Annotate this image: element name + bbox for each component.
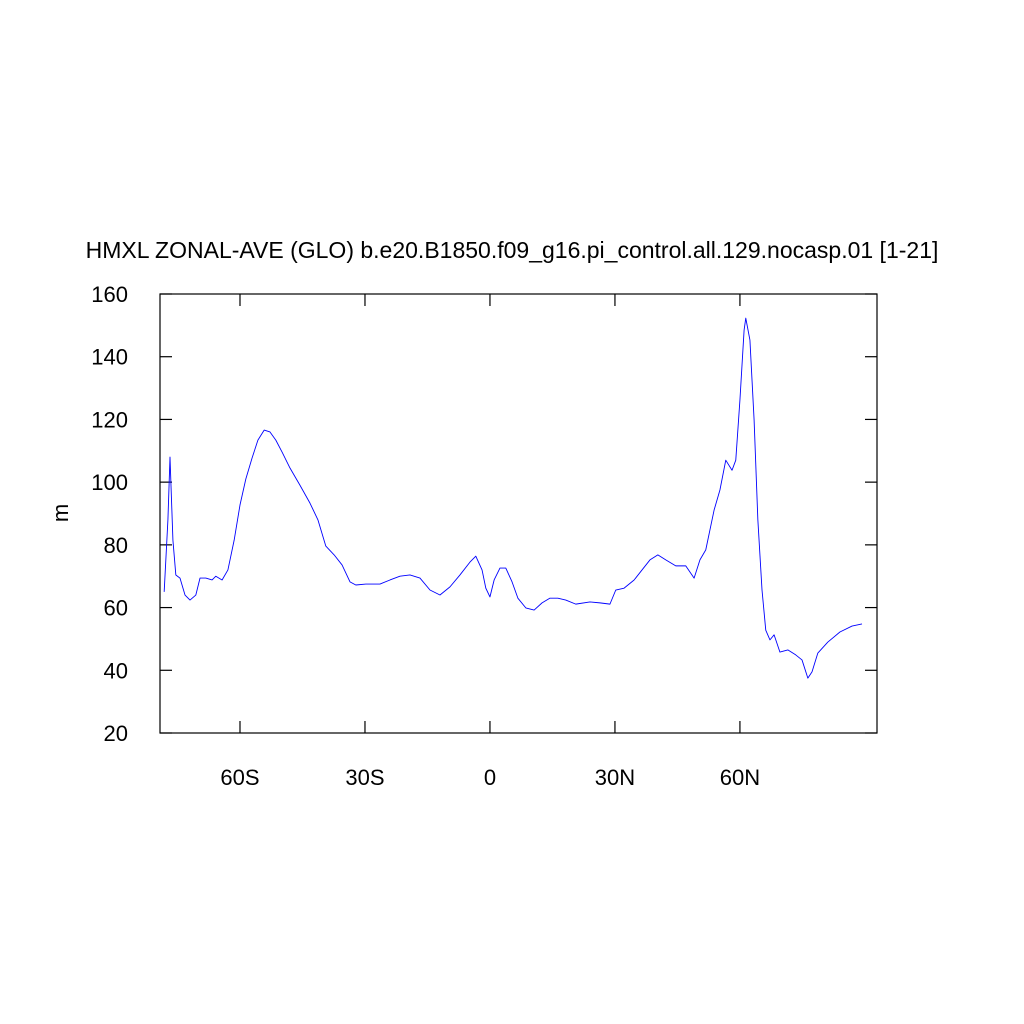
x-tick-label: 60S xyxy=(220,765,259,790)
y-tick-label: 120 xyxy=(91,407,128,432)
y-tick-label: 40 xyxy=(104,658,128,683)
y-tick-label: 60 xyxy=(104,596,128,621)
y-axis-label: m xyxy=(48,504,73,522)
y-tick-label: 140 xyxy=(91,345,128,370)
y-tick-label: 100 xyxy=(91,470,128,495)
x-tick-label: 30N xyxy=(595,765,635,790)
y-tick-label: 20 xyxy=(104,721,128,746)
plot-frame xyxy=(159,293,878,734)
x-tick-label: 30S xyxy=(345,765,384,790)
y-tick-label: 80 xyxy=(104,533,128,558)
x-tick-label: 0 xyxy=(484,765,496,790)
x-tick-label: 60N xyxy=(720,765,760,790)
data-line xyxy=(163,317,863,679)
chart-title: HMXL ZONAL-AVE (GLO) b.e20.B1850.f09_g16… xyxy=(86,237,939,263)
y-tick-label: 160 xyxy=(91,282,128,307)
